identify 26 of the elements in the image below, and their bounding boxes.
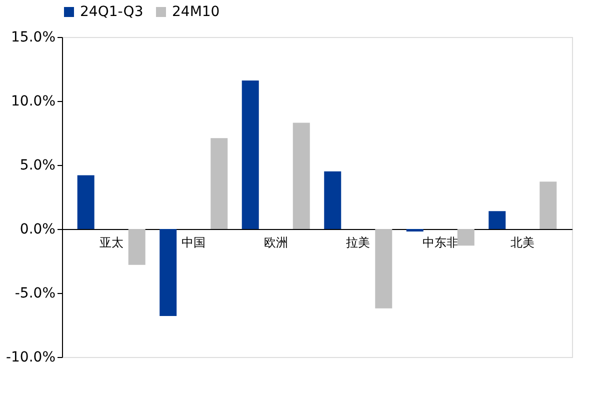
bar: [375, 229, 392, 308]
y-tick-label: 0.0%: [20, 222, 56, 238]
bar: [488, 211, 506, 229]
bar: [242, 80, 259, 229]
bar: [457, 229, 474, 246]
x-tick-label: 中国: [182, 236, 206, 250]
legend-label: 24M10: [172, 4, 220, 20]
x-tick-label: 欧洲: [264, 236, 288, 250]
bar: [324, 171, 342, 229]
y-tick-label: 10.0%: [11, 94, 56, 110]
bar: [406, 229, 424, 232]
x-tick-label: 亚太: [99, 236, 124, 250]
x-tick-label: 拉美: [346, 236, 370, 250]
y-tick-label: 15.0%: [11, 30, 56, 46]
bar: [77, 175, 94, 229]
bar: [128, 229, 146, 265]
y-tick-label: -10.0%: [6, 350, 56, 366]
bar: [210, 138, 228, 229]
y-tick-label: -5.0%: [14, 286, 56, 302]
bar: [292, 122, 310, 229]
y-tick-label: 5.0%: [20, 158, 56, 174]
legend-label: 24Q1-Q3: [80, 4, 144, 20]
bar: [160, 229, 177, 316]
x-tick-label: 北美: [510, 236, 535, 250]
x-tick-label: 中东非: [422, 236, 458, 250]
bar: [540, 182, 557, 229]
